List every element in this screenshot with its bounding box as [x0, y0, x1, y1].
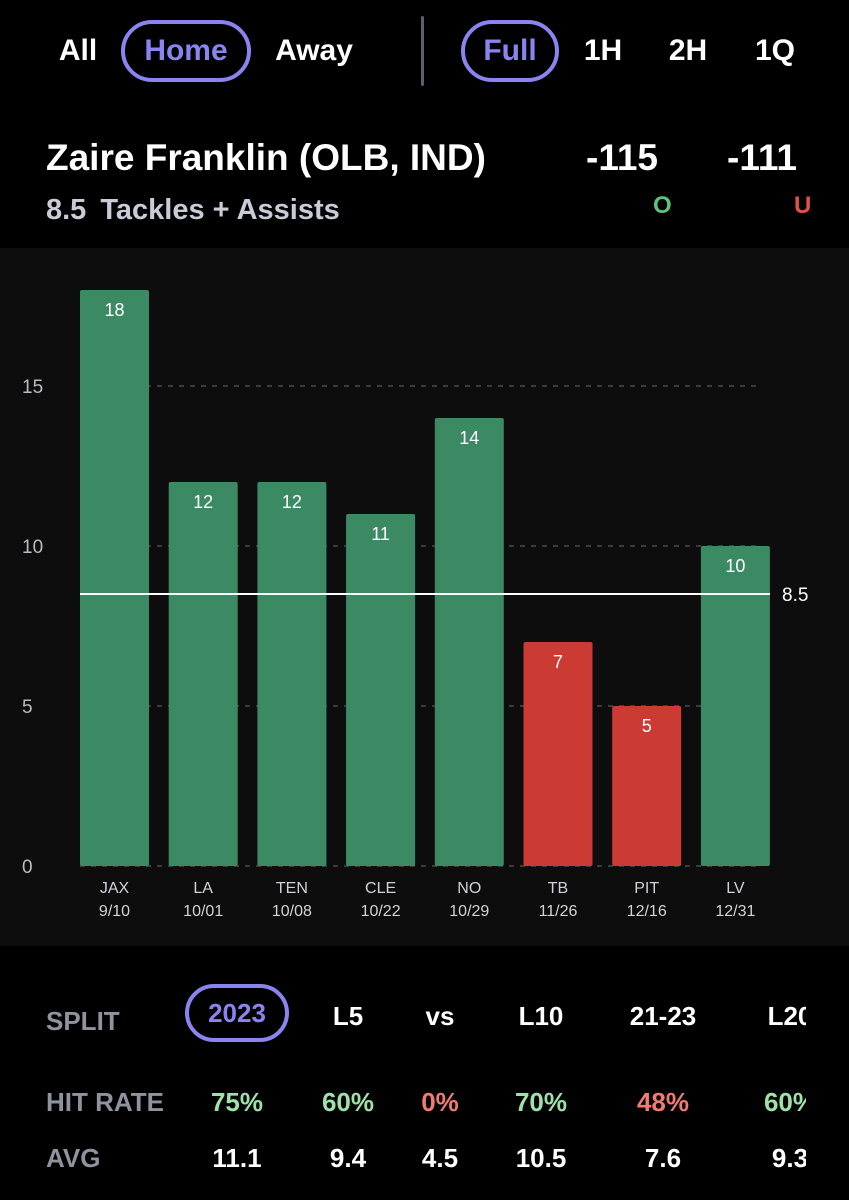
hit-rate-value: 0%	[421, 1087, 459, 1117]
bar-jax	[80, 290, 149, 866]
hit-rate-value: 48%	[636, 1087, 690, 1117]
bar-pit	[612, 706, 682, 866]
bar-no	[434, 418, 504, 866]
filter-all[interactable]: All	[58, 34, 98, 67]
under-odds[interactable]: -111	[727, 137, 797, 178]
bar-tb	[523, 642, 593, 866]
y-tick-label: 10	[22, 537, 43, 558]
bar-value-label: 12	[193, 492, 213, 512]
filter-1q[interactable]: 1Q	[754, 34, 796, 67]
x-tick-date: 12/16	[627, 903, 667, 920]
avg-value: 4.5	[421, 1143, 459, 1173]
filter-divider	[421, 16, 424, 86]
bar-value-label: 10	[725, 556, 745, 576]
avg-value: 11.1	[212, 1143, 262, 1173]
bar-value-label: 18	[104, 300, 124, 320]
avg-label: AVG	[46, 1143, 101, 1173]
prop-market: Tackles + Assists	[100, 194, 340, 226]
x-tick-opponent: TEN	[276, 880, 308, 897]
avg-value: 9.3	[771, 1143, 809, 1173]
avg-value: 7.6	[644, 1143, 682, 1173]
threshold-label: 8.5	[782, 585, 808, 606]
x-tick-opponent: JAX	[100, 880, 130, 897]
bar-cle	[346, 514, 416, 866]
filter-2h[interactable]: 2H	[668, 34, 708, 67]
split-tab-L5[interactable]: L5	[332, 1001, 364, 1031]
split-stats-table: SPLIT HIT RATE AVG 2023 75% 11.1 L5 60% 9.4 vs…	[0, 946, 849, 1200]
x-tick-opponent: NO	[457, 880, 481, 897]
over-label: O	[653, 192, 672, 219]
over-odds[interactable]: -115	[586, 137, 659, 178]
bar-value-label: 5	[642, 716, 652, 736]
y-tick-label: 5	[22, 697, 33, 718]
split-tab-L20[interactable]: L20	[767, 1001, 813, 1031]
bar-value-label: 7	[553, 652, 563, 672]
split-tab-L10[interactable]: L10	[518, 1001, 564, 1031]
hit-rate-label: HIT RATE	[46, 1087, 164, 1117]
x-tick-date: 10/08	[272, 903, 312, 920]
hit-rate-value: 75%	[210, 1087, 264, 1117]
bar-la	[168, 482, 238, 866]
x-tick-opponent: PIT	[634, 880, 659, 897]
scroll-edge	[806, 946, 849, 1200]
prop-line-value: 8.5	[46, 194, 87, 226]
x-tick-opponent: LA	[193, 880, 213, 897]
bar-ten	[257, 482, 327, 866]
y-tick-label: 15	[22, 377, 43, 398]
bar-value-label: 12	[282, 492, 302, 512]
split-tab-21-23[interactable]: 21-23	[629, 1001, 697, 1031]
bar-value-label: 14	[459, 428, 479, 448]
split-tab-vs[interactable]: vs	[425, 1001, 455, 1031]
x-tick-date: 9/10	[99, 903, 130, 920]
x-tick-date: 10/22	[361, 903, 401, 920]
filter-away[interactable]: Away	[275, 34, 353, 67]
top-filter-bar: All Home Away Full 1H 2H 1Q	[0, 0, 849, 105]
bar-value-label: 11	[371, 524, 390, 544]
hit-rate-value: 70%	[514, 1087, 568, 1117]
hit-rate-value: 60%	[321, 1087, 375, 1117]
bar-chart-svg: 0 5 10 15 18 JAX 9/10 12 LA 10/01 12 TEN 10/08 11 CLE 1…	[22, 290, 808, 920]
avg-value: 9.4	[329, 1143, 367, 1173]
x-tick-opponent: LV	[726, 880, 745, 897]
x-tick-opponent: CLE	[365, 880, 396, 897]
avg-value: 10.5	[515, 1143, 567, 1173]
player-name: Zaire Franklin (OLB, IND)	[46, 137, 486, 178]
x-tick-date: 10/01	[183, 903, 223, 920]
split-tab-2023[interactable]: 2023	[185, 984, 289, 1042]
under-label: U	[794, 192, 812, 219]
filter-home[interactable]: Home	[121, 20, 251, 82]
x-tick-date: 12/31	[715, 903, 755, 920]
x-tick-opponent: TB	[548, 880, 568, 897]
filter-1h[interactable]: 1H	[583, 34, 623, 67]
x-tick-date: 10/29	[449, 903, 489, 920]
game-log-chart: 0 5 10 15 18 JAX 9/10 12 LA 10/01 12 TEN 10/08 11 CLE 1…	[0, 248, 849, 946]
y-tick-label: 0	[22, 857, 33, 878]
x-tick-date: 11/26	[539, 903, 578, 920]
filter-full[interactable]: Full	[461, 20, 559, 82]
prop-line: 8.5 Tackles + Assists	[46, 194, 340, 227]
split-label: SPLIT	[46, 1006, 120, 1036]
bar-lv	[700, 546, 770, 866]
